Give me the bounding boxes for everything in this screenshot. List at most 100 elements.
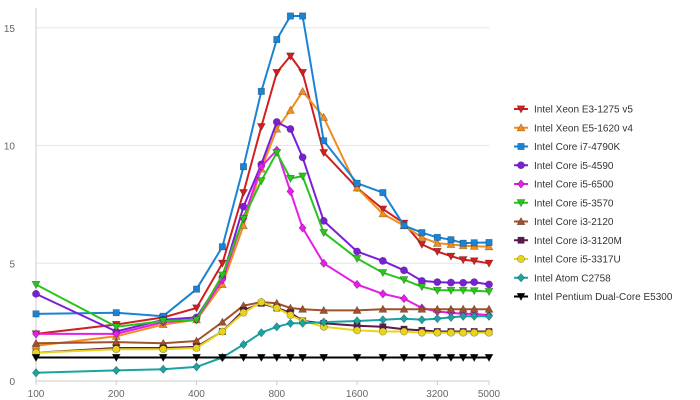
- legend-item: Intel Xeon E3-1275 v5: [514, 105, 633, 116]
- data-point: [446, 252, 456, 261]
- data-point: [459, 328, 468, 337]
- data-point: [298, 172, 308, 181]
- legend-item: Intel Pentium Dual-Core E5300: [514, 292, 673, 303]
- data-point: [256, 353, 266, 363]
- data-point: [112, 329, 121, 339]
- data-point: [417, 315, 426, 325]
- series-9: [32, 311, 493, 378]
- data-point: [298, 153, 307, 162]
- data-point: [319, 258, 328, 268]
- data-point: [378, 289, 387, 299]
- data-point: [418, 229, 426, 237]
- data-point: [112, 309, 120, 317]
- data-point: [379, 189, 387, 197]
- data-point: [352, 183, 362, 192]
- data-point: [158, 317, 168, 326]
- legend-swatch-marker: [516, 123, 526, 132]
- data-point: [32, 310, 40, 318]
- series-0: [31, 52, 494, 339]
- data-point: [32, 329, 40, 339]
- y-tick-label: 0: [9, 377, 15, 388]
- data-point: [352, 255, 362, 264]
- data-point: [217, 317, 227, 326]
- x-axis-ticks: 100 200 400 800 1600 3200 5000: [28, 381, 501, 400]
- data-point: [484, 242, 494, 251]
- data-point: [447, 236, 455, 244]
- data-point: [470, 311, 479, 321]
- data-point: [112, 365, 121, 376]
- data-point: [111, 323, 121, 332]
- data-point: [353, 179, 361, 187]
- data-point: [298, 318, 307, 328]
- data-point: [433, 278, 442, 286]
- data-point: [217, 259, 227, 268]
- data-point: [485, 239, 493, 247]
- data-point: [31, 280, 41, 290]
- legend-swatch-marker: [517, 161, 525, 170]
- grid-lines: [36, 27, 489, 264]
- data-point: [217, 353, 227, 363]
- data-point: [159, 345, 168, 354]
- data-point: [378, 353, 388, 363]
- legend-item: Intel Core i5-4590: [514, 161, 614, 172]
- data-point: [31, 338, 41, 347]
- data-point: [286, 12, 294, 20]
- legend-swatch-marker: [517, 143, 525, 151]
- data-point: [484, 288, 494, 297]
- data-point: [447, 328, 455, 337]
- data-point: [299, 12, 307, 20]
- legend-label: Intel Core i5-3570: [534, 198, 614, 209]
- legend-label: Intel Xeon E5-1620 v4: [534, 123, 633, 134]
- data-point: [192, 353, 202, 363]
- data-point: [417, 328, 426, 337]
- data-point: [458, 286, 468, 295]
- data-point: [159, 364, 168, 374]
- series-8: [32, 298, 493, 357]
- legend-label: Intel Xeon E3-1275 v5: [534, 105, 633, 116]
- data-point: [469, 257, 479, 266]
- series-10: [31, 353, 494, 363]
- data-point: [272, 322, 281, 332]
- data-point: [485, 280, 493, 289]
- data-point: [484, 259, 494, 268]
- data-point: [112, 345, 121, 354]
- series-line: [35, 301, 489, 345]
- data-point: [218, 327, 227, 336]
- x-tick-label: 5000: [478, 389, 501, 400]
- data-point: [417, 232, 427, 241]
- data-point: [285, 52, 295, 61]
- data-point: [272, 149, 282, 158]
- data-point: [193, 285, 201, 293]
- data-point: [257, 328, 266, 338]
- data-point: [272, 304, 281, 312]
- series-line: [35, 55, 490, 335]
- legend-label: Intel Pentium Dual-Core E5300: [534, 292, 673, 303]
- y-tick-label: 5: [9, 259, 15, 270]
- data-point: [32, 289, 40, 298]
- x-tick-label: 800: [268, 389, 285, 400]
- data-point: [432, 247, 442, 257]
- axes: [35, 8, 489, 382]
- data-point: [192, 316, 202, 325]
- data-point: [432, 238, 442, 247]
- x-tick-label: 1600: [346, 389, 369, 400]
- y-axis-ticks: 0 5 10 15: [4, 24, 16, 388]
- data-point: [459, 239, 467, 247]
- legend-label: Intel Core i3-2120: [534, 217, 614, 228]
- data-point: [257, 162, 266, 172]
- data-point: [417, 304, 427, 313]
- data-point: [459, 311, 468, 321]
- x-tick-label: 3200: [426, 389, 449, 400]
- data-point: [484, 353, 494, 363]
- legend-item: Intel Core i5-3317U: [514, 255, 621, 266]
- data-point: [417, 353, 427, 363]
- data-point: [458, 353, 468, 363]
- data-point: [399, 304, 409, 313]
- data-point: [485, 328, 493, 337]
- data-point: [400, 266, 408, 275]
- data-point: [459, 278, 468, 287]
- data-point: [298, 86, 308, 95]
- data-point: [298, 353, 308, 363]
- legend-swatch-marker: [517, 255, 525, 263]
- data-point: [319, 305, 329, 314]
